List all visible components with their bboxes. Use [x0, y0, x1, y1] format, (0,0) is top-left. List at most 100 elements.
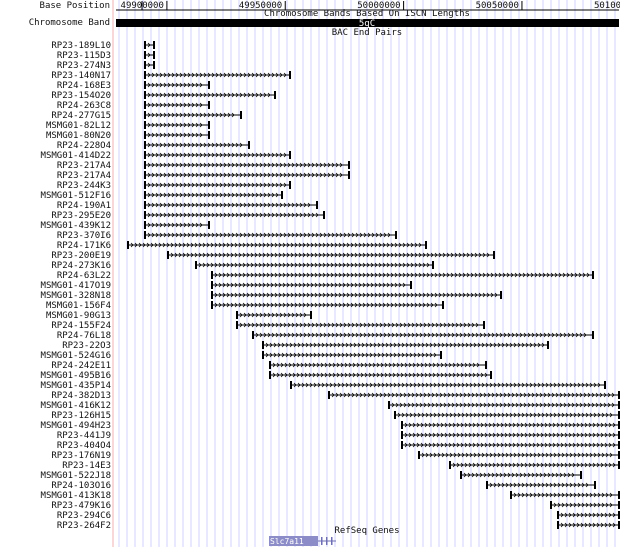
bac-end-pair[interactable]	[449, 461, 620, 469]
bac-label[interactable]: RP23-22O3	[62, 341, 111, 351]
bac-label[interactable]: RP24-171K6	[57, 241, 111, 251]
bac-end-pair[interactable]	[167, 251, 495, 259]
bac-label[interactable]: MSMG01-416K12	[41, 401, 111, 411]
bac-label[interactable]: MSMG01-522J18	[41, 471, 111, 481]
bac-label[interactable]: RP23-370I6	[57, 231, 111, 241]
bac-end-pair[interactable]	[144, 101, 210, 109]
bac-end-pair[interactable]	[486, 481, 596, 489]
bac-end-pair[interactable]	[144, 201, 318, 209]
bac-end-pair[interactable]	[144, 61, 155, 69]
bac-label[interactable]: RP24-103O16	[51, 481, 111, 491]
bac-label[interactable]: MSMG01-495B16	[41, 371, 111, 381]
bac-end-pair[interactable]	[144, 51, 155, 59]
bac-end-pair[interactable]	[127, 241, 427, 249]
bac-end-pair[interactable]	[252, 331, 594, 339]
bac-label[interactable]: RP23-244K3	[57, 181, 111, 191]
bac-end-pair[interactable]	[144, 71, 291, 79]
bac-end-pair[interactable]	[144, 111, 242, 119]
bac-end-pair[interactable]	[144, 231, 397, 239]
bac-label[interactable]: RP23-176N19	[51, 451, 111, 461]
bac-end-pair[interactable]	[144, 91, 276, 99]
bac-label[interactable]: RP23-479K16	[51, 501, 111, 511]
bac-label[interactable]: RP24-168E3	[57, 81, 111, 91]
bac-label[interactable]: RP24-63L22	[57, 271, 111, 281]
bac-end-pair[interactable]	[211, 281, 412, 289]
bac-end-pair[interactable]	[144, 141, 250, 149]
bac-end-pair[interactable]	[144, 181, 291, 189]
bac-end-pair[interactable]	[290, 381, 606, 389]
bac-label[interactable]: RP23-126H15	[51, 411, 111, 421]
bac-label[interactable]: RP24-76L18	[57, 331, 111, 341]
bac-end-pair[interactable]	[144, 81, 210, 89]
bac-label[interactable]: RP23-264F2	[57, 521, 111, 531]
bac-label[interactable]: RP23-217A4	[57, 171, 111, 181]
bac-label[interactable]: RP23-115D3	[57, 51, 111, 61]
bac-end-pair[interactable]	[211, 291, 502, 299]
bac-label[interactable]: RP24-242E11	[51, 361, 111, 371]
bac-label[interactable]: MSMG01-439K12	[41, 221, 111, 231]
bac-end-pair[interactable]	[328, 391, 620, 399]
bac-label[interactable]: MSMG01-524G16	[41, 351, 111, 361]
bac-label[interactable]: RP23-274N3	[57, 61, 111, 71]
bac-label[interactable]: MSMG01-494H23	[41, 421, 111, 431]
bac-end-pair[interactable]	[236, 311, 312, 319]
bac-end-pair[interactable]	[144, 41, 155, 49]
bac-end-pair[interactable]	[262, 341, 549, 349]
bac-label[interactable]: MSMG01-90G13	[46, 311, 111, 321]
bac-end-pair[interactable]	[144, 211, 325, 219]
bac-end-pair[interactable]	[269, 361, 487, 369]
bac-label[interactable]: RP23-294C6	[57, 511, 111, 521]
bac-label[interactable]: RP23-217A4	[57, 161, 111, 171]
bac-label[interactable]: RP24-382D13	[51, 391, 111, 401]
bac-end-pair[interactable]	[144, 221, 210, 229]
chromosome-band-bar[interactable]	[116, 19, 619, 27]
bac-end-pair[interactable]	[211, 301, 444, 309]
bac-end-pair[interactable]	[557, 521, 620, 529]
bac-end-pair[interactable]	[401, 431, 620, 439]
bac-label[interactable]: RP23-189L10	[51, 41, 111, 51]
bac-label[interactable]: MSMG01-156F4	[46, 301, 111, 311]
bac-label[interactable]: RP23-140N17	[51, 71, 111, 81]
bac-label[interactable]: MSMG01-417O19	[41, 281, 111, 291]
refseq-gene[interactable]: Slc7a11	[269, 536, 336, 546]
bac-end-pair[interactable]	[557, 511, 620, 519]
bac-end-pair[interactable]	[144, 161, 350, 169]
bac-label[interactable]: RP23-295E20	[51, 211, 111, 221]
bac-label[interactable]: MSMG01-80N20	[46, 131, 111, 141]
bac-label[interactable]: RP24-277G15	[51, 111, 111, 121]
bac-end-pair[interactable]	[236, 321, 485, 329]
bac-end-pair[interactable]	[460, 471, 582, 479]
bac-label[interactable]: MSMG01-512F16	[41, 191, 111, 201]
bac-end-pair[interactable]	[401, 421, 620, 429]
bac-label[interactable]: MSMG01-413K18	[41, 491, 111, 501]
bac-end-pair[interactable]	[401, 441, 620, 449]
bac-label[interactable]: RP24-273K16	[51, 261, 111, 271]
bac-label[interactable]: RP24-190A1	[57, 201, 111, 211]
bac-label[interactable]: RP24-263C8	[57, 101, 111, 111]
bac-end-pair[interactable]	[394, 411, 620, 419]
bac-label[interactable]: RP23-154O20	[51, 91, 111, 101]
bac-end-pair[interactable]	[195, 261, 434, 269]
bac-label[interactable]: RP24-155F24	[51, 321, 111, 331]
bac-label[interactable]: MSMG01-82L12	[46, 121, 111, 131]
bac-end-pair[interactable]	[269, 371, 492, 379]
bac-end-pair[interactable]	[144, 121, 210, 129]
base-position-ruler[interactable]: 49900000 49950000 50000000 50050000 50100000…	[116, 1, 620, 11]
bac-end-pair[interactable]	[144, 191, 283, 199]
bac-label[interactable]: RP23-404O4	[57, 441, 111, 451]
bac-end-pair[interactable]	[262, 351, 442, 359]
bac-label[interactable]: RP24-228O4	[57, 141, 111, 151]
bac-end-pair[interactable]	[144, 171, 350, 179]
bac-end-pair[interactable]	[211, 271, 594, 279]
bac-end-pair[interactable]	[388, 401, 620, 409]
bac-label[interactable]: MSMG01-328N18	[41, 291, 111, 301]
bac-end-pair[interactable]	[418, 451, 620, 459]
bac-label[interactable]: RP23-200E19	[51, 251, 111, 261]
bac-features[interactable]	[127, 41, 620, 529]
bac-label[interactable]: RP23-441J9	[57, 431, 111, 441]
bac-label[interactable]: MSMG01-435P14	[41, 381, 111, 391]
bac-label[interactable]: RP23-14E3	[62, 461, 111, 471]
bac-end-pair[interactable]	[510, 491, 620, 499]
bac-end-pair[interactable]	[144, 151, 291, 159]
